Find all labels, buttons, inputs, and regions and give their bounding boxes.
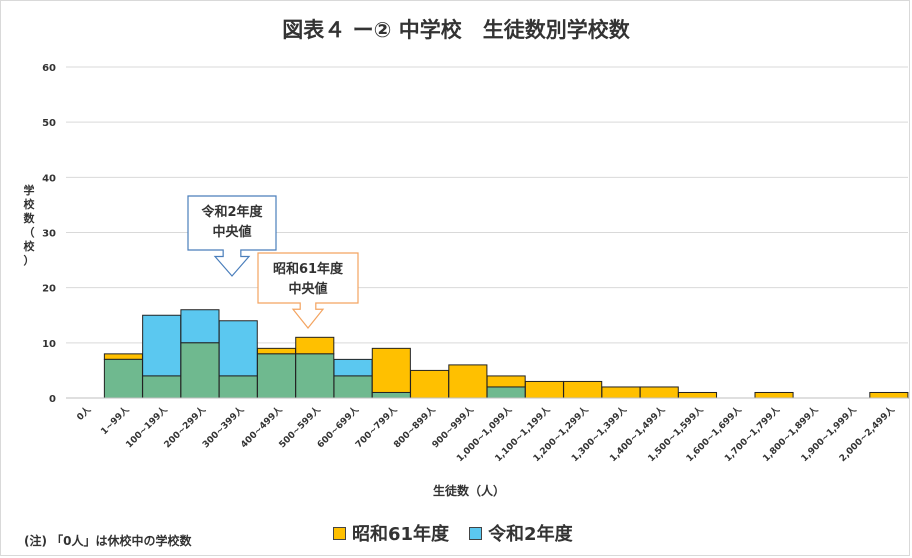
callout-showa-median (257, 252, 359, 329)
bar-showa (869, 391, 909, 399)
y-axis-label-char: ） (24, 254, 35, 267)
legend-item-reiwa: 令和2年度 (469, 520, 573, 546)
legend-item-showa: 昭和61年度 (333, 520, 449, 546)
y-tick-label: 50 (42, 118, 56, 129)
callout-reiwa-median (187, 195, 277, 277)
x-tick-label: 0人 (74, 403, 94, 423)
bar-overlap (333, 375, 373, 399)
bar-overlap (142, 375, 182, 399)
x-axis-label: 生徒数（人） (432, 484, 505, 498)
bar-showa (524, 380, 564, 399)
y-tick-label: 10 (42, 339, 56, 350)
bar-showa (448, 364, 488, 399)
bar-showa (103, 353, 143, 360)
bar-showa (256, 347, 297, 355)
callout-reiwa-median-text: 令和2年度 (201, 204, 263, 220)
legend: 昭和61年度 令和2年度 (333, 520, 573, 546)
bar-reiwa (142, 314, 182, 377)
bar-showa (601, 386, 641, 399)
bar-overlap (486, 386, 526, 399)
y-axis-label-char: 校 (24, 197, 36, 211)
y-tick-label: 40 (42, 173, 56, 184)
legend-swatch-showa (333, 526, 346, 540)
bar-overlap (371, 391, 411, 399)
bar-overlap (180, 342, 220, 399)
callout-showa-median-text: 中央値 (288, 281, 327, 297)
bar-overlap (295, 353, 335, 399)
y-axis-label-char: 学 (24, 183, 35, 197)
bar-showa (677, 391, 718, 399)
bar-overlap (103, 358, 143, 399)
bar-showa (754, 391, 794, 399)
x-tick-label: 1~99人 (98, 403, 132, 437)
bar-showa (371, 347, 411, 393)
bar-reiwa (333, 358, 373, 377)
y-tick-label: 20 (42, 284, 56, 295)
bar-overlap (256, 353, 297, 399)
callout-showa-median-text: 昭和61年度 (273, 261, 344, 277)
bar-reiwa (180, 309, 220, 344)
y-tick-label: 0 (49, 394, 56, 405)
legend-label-reiwa: 令和2年度 (488, 524, 573, 545)
bar-showa (295, 336, 335, 355)
y-tick-label: 30 (42, 229, 56, 240)
bar-showa (639, 386, 679, 399)
footnote: (注) 「0人」は休校中の学校数 (24, 534, 192, 548)
legend-label-showa: 昭和61年度 (352, 524, 450, 545)
bar-reiwa (218, 320, 258, 377)
chart-title: 図表４ ー② 中学校 生徒数別学校数 (282, 18, 630, 42)
callout-reiwa-median-text: 中央値 (212, 224, 251, 240)
legend-swatch-reiwa (469, 526, 483, 540)
bar-overlap (218, 375, 258, 399)
bar-showa (563, 380, 603, 399)
bar-showa (486, 375, 526, 388)
y-axis-label-char: 校 (24, 239, 36, 253)
y-tick-label: 60 (42, 63, 56, 74)
y-axis-label-char: 数 (24, 211, 36, 225)
y-axis-label-char: （ (24, 226, 35, 239)
bar-showa (410, 369, 450, 399)
